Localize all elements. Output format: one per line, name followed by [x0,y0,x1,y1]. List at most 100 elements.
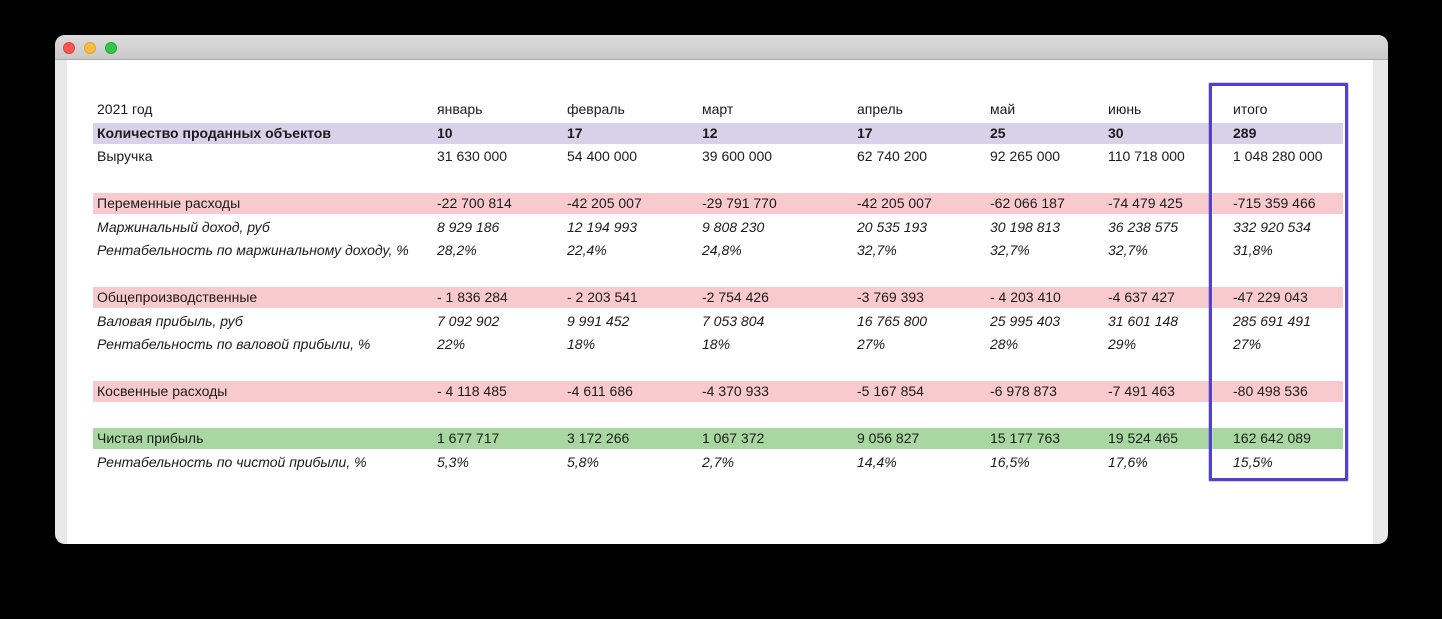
value-cell[interactable]: 9 991 452 [567,312,630,329]
value-cell[interactable] [567,264,702,285]
value-cell[interactable]: 1 677 717 [437,430,500,446]
value-cell[interactable]: 18% [567,336,596,352]
value-cell[interactable]: 32,7% [990,242,1030,258]
value-cell[interactable] [702,170,857,191]
value-cell[interactable]: 19 524 465 [1108,430,1179,446]
value-cell[interactable]: -29 791 770 [702,195,777,211]
value-cell[interactable]: 30 198 813 [990,218,1061,235]
value-cell[interactable]: 39 600 000 [702,148,773,164]
row-label-cell[interactable] [93,170,437,191]
value-cell[interactable]: 29% [1108,336,1137,352]
value-cell[interactable]: 24,8% [702,242,742,258]
value-cell[interactable]: 289 [1233,124,1257,141]
value-cell[interactable] [437,170,567,191]
value-cell[interactable] [567,405,702,426]
value-cell[interactable]: -3 769 393 [857,289,924,305]
value-cell[interactable]: 17,6% [1108,453,1148,470]
value-cell[interactable]: 25 995 403 [990,312,1061,329]
value-cell[interactable]: 25 [990,124,1006,141]
value-cell[interactable]: 92 265 000 [990,148,1061,164]
value-cell[interactable] [702,264,857,285]
value-cell[interactable] [990,170,1108,191]
value-cell[interactable] [437,405,567,426]
value-cell[interactable]: -22 700 814 [437,195,512,211]
value-cell[interactable]: 110 718 000 [1108,148,1185,164]
value-cell[interactable]: 5,8% [567,453,599,470]
value-cell[interactable]: - 4 118 485 [437,383,507,399]
value-cell[interactable]: 16 765 800 [857,312,928,329]
value-cell[interactable]: 17 [567,124,583,141]
itogo-column-selection-border[interactable] [1209,83,1348,481]
value-cell[interactable]: 16,5% [990,453,1030,470]
row-label-cell[interactable]: Рентабельность по маржинальному доходу, … [97,242,409,258]
row-label-cell[interactable]: Валовая прибыль, руб [97,312,243,329]
row-label-cell[interactable]: Рентабельность по чистой прибыли, % [97,453,367,470]
minimize-button[interactable] [84,42,96,54]
value-cell[interactable]: -7 491 463 [1108,383,1175,399]
value-cell[interactable] [702,405,857,426]
value-cell[interactable]: 7 053 804 [702,312,765,329]
value-cell[interactable] [702,358,857,379]
value-cell[interactable]: 31 601 148 [1108,312,1179,329]
value-cell[interactable]: - 1 836 284 [437,289,508,305]
value-cell[interactable]: 62 740 200 [857,148,928,164]
value-cell[interactable]: 20 535 193 [857,218,928,235]
value-cell[interactable]: 2,7% [702,453,734,470]
month-header-cell[interactable]: январь [437,101,483,117]
value-cell[interactable]: 32,7% [1108,242,1148,258]
value-cell[interactable]: 15,5% [1233,453,1273,470]
value-cell[interactable]: 22% [437,336,466,352]
value-cell[interactable]: - 4 203 410 [990,289,1061,305]
month-header-cell[interactable]: май [990,101,1016,117]
row-label-cell[interactable] [93,264,437,285]
value-cell[interactable]: 22,4% [567,242,607,258]
value-cell[interactable]: -4 370 933 [702,383,769,399]
value-cell[interactable]: -4 637 427 [1108,289,1175,305]
month-header-cell[interactable]: февраль [567,101,625,117]
value-cell[interactable]: 162 642 089 [1233,430,1311,446]
value-cell[interactable]: 27% [1233,336,1262,352]
row-label-cell[interactable]: Общепроизводственные [97,289,258,305]
value-cell[interactable] [857,358,990,379]
value-cell[interactable]: 18% [702,336,731,352]
row-label-cell[interactable]: Количество проданных объектов [97,124,331,141]
value-cell[interactable] [990,264,1108,285]
value-cell[interactable] [567,170,702,191]
value-cell[interactable]: 30 [1108,124,1124,141]
value-cell[interactable]: 31 630 000 [437,148,508,164]
value-cell[interactable] [437,264,567,285]
value-cell[interactable]: - 2 203 541 [567,289,638,305]
value-cell[interactable] [857,170,990,191]
value-cell[interactable]: 28,2% [437,242,477,258]
value-cell[interactable]: 14,4% [857,453,897,470]
value-cell[interactable] [990,358,1108,379]
value-cell[interactable]: 8 929 186 [437,218,500,235]
value-cell[interactable]: 28% [990,336,1019,352]
value-cell[interactable]: -42 205 007 [567,195,642,211]
row-label-cell[interactable]: Маржинальный доход, руб [97,218,270,235]
row-label-cell[interactable]: Выручка [97,148,153,164]
value-cell[interactable]: 1 048 280 000 [1233,148,1323,164]
value-cell[interactable] [567,358,702,379]
value-cell[interactable]: 27% [857,336,886,352]
month-header-cell[interactable]: итого [1233,101,1268,117]
zoom-button[interactable] [105,42,117,54]
value-cell[interactable]: -47 229 043 [1233,289,1308,305]
row-label-cell[interactable] [93,358,437,379]
value-cell[interactable]: 3 172 266 [567,430,630,446]
value-cell[interactable] [990,405,1108,426]
value-cell[interactable]: 31,8% [1233,242,1273,258]
value-cell[interactable]: -2 754 426 [702,289,769,305]
value-cell[interactable]: 9 808 230 [702,218,765,235]
value-cell[interactable]: -42 205 007 [857,195,932,211]
row-label-cell[interactable]: Косвенные расходы [97,383,228,399]
window-titlebar[interactable] [55,35,1388,60]
value-cell[interactable] [857,405,990,426]
value-cell[interactable]: 36 238 575 [1108,218,1179,235]
close-button[interactable] [63,42,75,54]
value-cell[interactable]: 17 [857,124,873,141]
value-cell[interactable]: -74 479 425 [1108,195,1183,211]
value-cell[interactable]: 10 [437,124,453,141]
value-cell[interactable] [437,358,567,379]
value-cell[interactable]: 9 056 827 [857,430,920,446]
